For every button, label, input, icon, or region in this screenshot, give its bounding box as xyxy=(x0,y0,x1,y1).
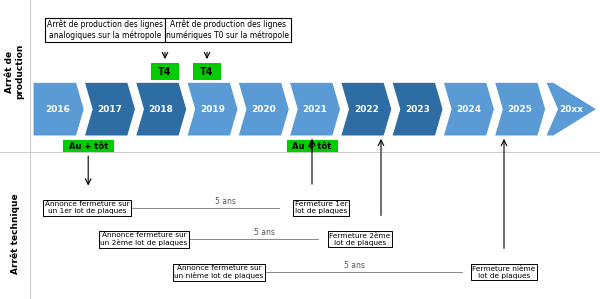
Text: Arrêt de
production: Arrêt de production xyxy=(5,44,25,100)
Text: 2018: 2018 xyxy=(149,105,173,114)
Text: 2023: 2023 xyxy=(405,105,430,114)
FancyBboxPatch shape xyxy=(62,140,114,153)
Text: Au + tôt: Au + tôt xyxy=(292,142,332,151)
Text: T4: T4 xyxy=(200,67,214,77)
Polygon shape xyxy=(187,82,238,136)
Text: 5 ans: 5 ans xyxy=(254,228,274,237)
Text: Arrêt de production des lignes
analogiques sur la métropole: Arrêt de production des lignes analogiqu… xyxy=(47,20,163,40)
Polygon shape xyxy=(238,82,289,136)
Polygon shape xyxy=(341,82,392,136)
Text: 2022: 2022 xyxy=(354,105,379,114)
Text: 2024: 2024 xyxy=(457,105,481,114)
Polygon shape xyxy=(392,82,443,136)
Text: 2019: 2019 xyxy=(200,105,225,114)
Text: Annonce fermeture sur
un 1er lot de plaques: Annonce fermeture sur un 1er lot de plaq… xyxy=(44,201,130,214)
Polygon shape xyxy=(136,82,187,136)
Polygon shape xyxy=(84,82,136,136)
Text: Annonce fermeture sur
un nième lot de plaques: Annonce fermeture sur un nième lot de pl… xyxy=(175,265,263,279)
Text: 5 ans: 5 ans xyxy=(215,197,235,206)
Polygon shape xyxy=(289,82,341,136)
Text: 2021: 2021 xyxy=(302,105,328,114)
Text: Fermeture nième
lot de plaques: Fermeture nième lot de plaques xyxy=(472,266,536,279)
Polygon shape xyxy=(546,82,597,136)
Text: 5 ans: 5 ans xyxy=(344,261,364,270)
FancyBboxPatch shape xyxy=(193,63,221,80)
Text: Annonce fermeture sur
un 2ème lot de plaques: Annonce fermeture sur un 2ème lot de pla… xyxy=(100,232,188,246)
FancyBboxPatch shape xyxy=(151,63,179,80)
Polygon shape xyxy=(494,82,546,136)
Text: 2025: 2025 xyxy=(508,105,533,114)
Text: Au + tôt: Au + tôt xyxy=(68,142,108,151)
Text: 2016: 2016 xyxy=(45,105,70,114)
Text: Arrêt technique: Arrêt technique xyxy=(10,193,20,274)
Text: Fermeture 2ème
lot de plaques: Fermeture 2ème lot de plaques xyxy=(329,233,391,246)
Polygon shape xyxy=(33,82,84,136)
Text: T4: T4 xyxy=(158,67,172,77)
Text: Arrêt de production des lignes
numériques T0 sur la métropole: Arrêt de production des lignes numérique… xyxy=(167,20,290,40)
Text: 2017: 2017 xyxy=(97,105,122,114)
Text: Fermeture 1er
lot de plaques: Fermeture 1er lot de plaques xyxy=(295,201,347,214)
Text: 2020: 2020 xyxy=(251,105,276,114)
Polygon shape xyxy=(443,82,494,136)
Text: 20xx: 20xx xyxy=(559,105,583,114)
FancyBboxPatch shape xyxy=(287,140,337,153)
